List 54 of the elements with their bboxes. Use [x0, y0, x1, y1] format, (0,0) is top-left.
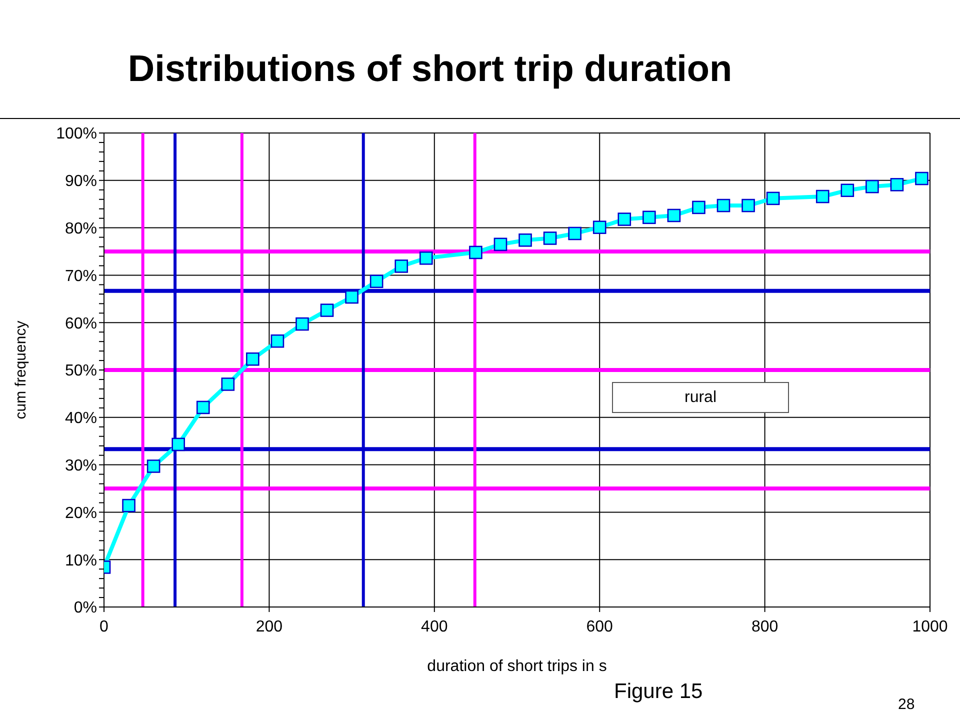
y-tick-label: 100%	[56, 126, 97, 143]
y-tick-label: 30%	[64, 457, 97, 474]
point	[270, 334, 284, 348]
point	[890, 178, 904, 192]
x-tick-label: 200	[256, 618, 283, 636]
point	[766, 192, 780, 206]
point	[494, 238, 508, 252]
point	[840, 184, 854, 198]
y-tick-label: 10%	[64, 552, 97, 570]
point	[915, 172, 928, 186]
chart-title: Distributions of short trip duration	[126, 48, 734, 90]
point	[221, 378, 235, 391]
point	[122, 498, 136, 512]
annotation: rural	[684, 388, 716, 406]
x-tick-label: 800	[751, 618, 778, 636]
point	[667, 208, 681, 222]
y-tick-label: 80%	[64, 220, 97, 238]
point	[692, 200, 706, 214]
point	[568, 226, 582, 240]
y-tick-label: 40%	[64, 410, 97, 428]
y-tick-label: 60%	[64, 315, 97, 332]
point	[345, 290, 358, 304]
y-axis-title: cum frequency	[12, 320, 30, 420]
point	[246, 352, 260, 366]
point	[320, 304, 334, 317]
point	[642, 210, 656, 224]
caption: Figure 15	[614, 680, 703, 704]
point	[370, 274, 384, 288]
y-tick-label: 20%	[64, 504, 97, 522]
x-axis-title: duration of short trips in s	[427, 658, 607, 675]
y-tick-label: 50%	[64, 362, 97, 380]
y-tick-label: 90%	[64, 173, 97, 190]
y-tick-label: 70%	[64, 268, 97, 285]
x-tick-label: 600	[586, 618, 614, 636]
x-tick-label: 1000	[912, 618, 948, 636]
point	[543, 232, 557, 245]
x-tick-label: 0	[100, 618, 109, 636]
point	[146, 460, 160, 473]
point	[618, 212, 632, 226]
point	[196, 400, 210, 414]
x-tick-label: 400	[421, 618, 448, 636]
point	[394, 260, 408, 273]
point	[172, 438, 185, 452]
point	[296, 317, 309, 331]
point	[419, 251, 433, 265]
point	[518, 233, 532, 247]
point	[866, 180, 879, 194]
point	[716, 198, 730, 212]
point	[816, 190, 830, 204]
y-tick-label: 0%	[74, 600, 97, 617]
point	[469, 246, 482, 260]
point	[592, 220, 606, 234]
text: 28	[898, 696, 915, 713]
point	[742, 198, 755, 212]
